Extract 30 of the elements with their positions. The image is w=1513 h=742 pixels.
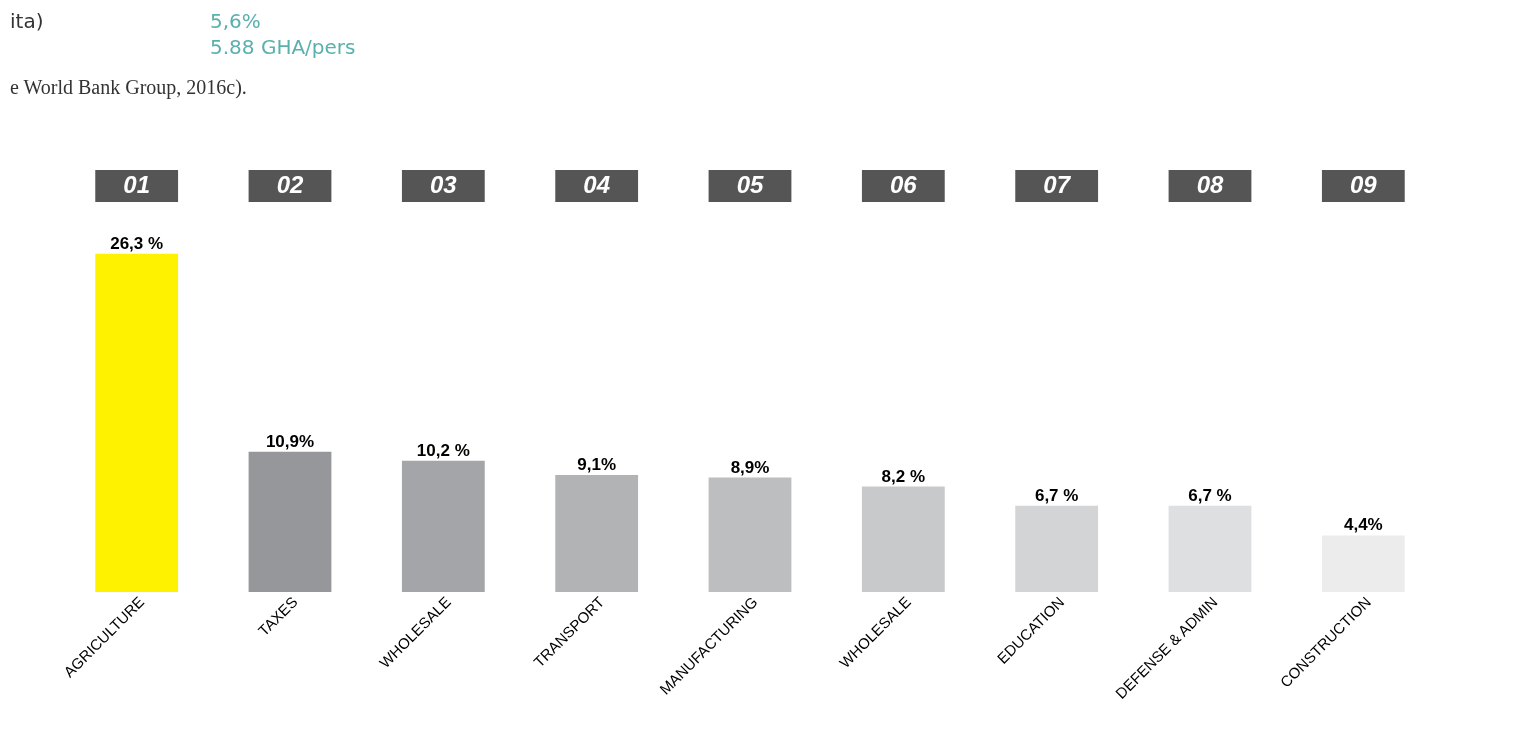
bar	[401, 460, 485, 592]
text: e World Bank Group, 2016c).	[10, 75, 248, 100]
data-label: 10,2 %	[416, 440, 470, 460]
bar	[248, 451, 332, 592]
bar	[861, 486, 945, 592]
data-label: 4,4%	[1343, 515, 1383, 535]
bar	[1015, 505, 1099, 592]
text: 08	[1196, 171, 1224, 198]
text: 04	[583, 171, 611, 198]
text: 5,6%	[210, 9, 261, 33]
data-label: 10,9%	[265, 431, 315, 451]
text: 01	[123, 171, 151, 198]
bar	[1168, 505, 1252, 592]
data-label: 9,1%	[577, 455, 617, 474]
text: 03	[429, 171, 458, 198]
data-label: 26,3 %	[110, 233, 164, 253]
text: 07	[1043, 171, 1072, 198]
text: 5.88 GHA/pers	[209, 34, 356, 60]
bar	[708, 477, 792, 592]
text: 02	[276, 171, 304, 198]
data-label: 6,7 %	[1188, 485, 1232, 505]
text: 06	[889, 171, 918, 198]
data-label: 8,2 %	[881, 466, 926, 486]
text: ita)	[10, 9, 44, 33]
text: 09	[1349, 171, 1378, 198]
data-label: 6,7 %	[1034, 485, 1079, 505]
text: 05	[736, 171, 764, 198]
data-label: 8,9%	[730, 457, 770, 477]
bar	[555, 475, 639, 592]
bar	[95, 253, 179, 592]
